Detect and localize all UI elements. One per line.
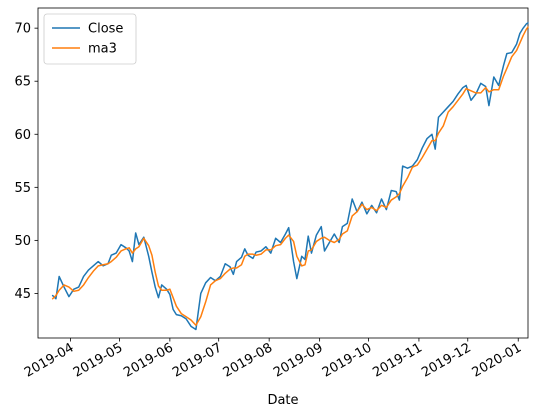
series-line-ma3 <box>51 26 529 327</box>
y-tick-label: 70 <box>14 22 31 37</box>
y-axis: 45 50 55 60 65 70 <box>14 22 38 302</box>
series-layer <box>51 22 529 331</box>
legend-label-close: Close <box>88 22 123 37</box>
y-tick-label: 65 <box>14 75 31 90</box>
x-axis-label: Date <box>267 393 298 408</box>
plot-area <box>37 7 529 339</box>
legend-label-ma3: ma3 <box>88 42 117 57</box>
legend-box <box>43 13 137 65</box>
y-tick-label: 55 <box>14 181 31 196</box>
y-tick-label: 50 <box>14 234 31 249</box>
axes-frame <box>37 7 529 339</box>
y-tick-label: 45 <box>14 287 31 302</box>
y-tick-label: 60 <box>14 128 31 143</box>
legend: Close ma3 <box>43 13 137 65</box>
